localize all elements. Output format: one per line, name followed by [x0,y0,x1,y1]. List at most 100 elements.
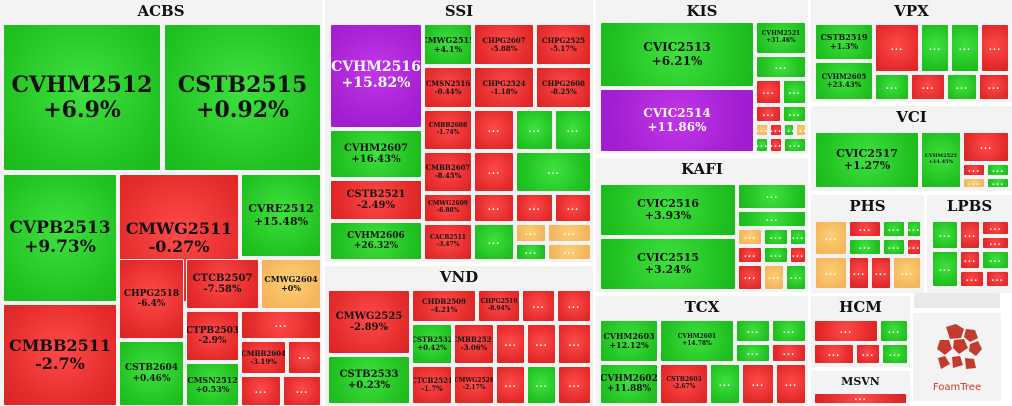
tile-more[interactable]: ... [516,194,553,222]
tile-more[interactable]: ... [815,257,847,289]
tile-cmwg2609[interactable]: CMWG2609 -6.88% [424,194,472,222]
tile-cstb2521[interactable]: CSTB2521 -2.49% [330,180,422,220]
tile-more[interactable]: ... [883,239,905,255]
tile-chpg2518[interactable]: CHPG2518 -6.4% [119,259,184,339]
tile-more[interactable]: ... [764,265,784,290]
tile-more[interactable]: ... [756,138,768,152]
tile-cmbb2604[interactable]: CMBB2604 -3.19% [241,341,286,374]
tile-cstb2604[interactable]: CSTB2604 +0.46% [119,341,184,406]
tile-cmsn2516[interactable]: CMSN2516 -0.44% [424,67,472,108]
tile-more[interactable]: ... [756,124,768,136]
tile-more[interactable]: ... [979,74,1009,100]
tile-more[interactable]: ... [932,221,958,249]
tile-cvhm2602[interactable]: CVHM2602 +11.88% [600,364,658,404]
tile-more[interactable]: ... [921,24,949,72]
tile-ctcb2507[interactable]: CTCB2507 -7.58% [186,259,259,309]
tile-cvhm2525[interactable]: CVHM2525 +14.45% [921,132,961,188]
tile-more[interactable]: ... [516,244,546,260]
tile-cvic2513[interactable]: CVIC2513 +6.21% [600,22,754,87]
tile-more[interactable]: ... [288,341,321,374]
tile-more[interactable]: ... [849,239,881,255]
tile-more[interactable]: ... [883,221,905,237]
tile-more[interactable]: ... [496,324,525,364]
tile-cmbb2521[interactable]: CMBB2521-3.06% [454,324,494,364]
tile-cvic2517[interactable]: CVIC2517 +1.27% [815,132,919,188]
tile-cacb2511[interactable]: CACB2511 -3.47% [424,224,472,260]
tile-more[interactable]: ... [907,221,921,237]
tile-cvpb2513[interactable]: CVPB2513 +9.73% [3,174,117,302]
group-kis[interactable]: KIS CVIC2513 +6.21% CVHM2521 +31.46%........… [596,0,808,154]
tile-cmbb2607[interactable]: CMBB2607 -8.45% [424,152,472,192]
group-acbs[interactable]: ACBS CVHM2512 +6.9% CSTB2515 +0.92% CVPB2513 +… [0,0,322,406]
tile-chpg2524[interactable]: CHPG2524 -1.18% [474,67,534,108]
tile-more[interactable]: ... [557,290,591,322]
tile-more[interactable]: ... [963,132,1009,162]
tile-more[interactable]: ... [756,80,781,104]
tile-more[interactable]: ... [738,211,806,227]
tile-cstb2532[interactable]: CSTB2532 +0.42% [412,324,452,364]
tile-cvhm2607[interactable]: CVHM2607 +16.43% [330,130,422,178]
tile-more[interactable]: ... [911,74,945,100]
tile-more[interactable]: ... [527,366,556,404]
tile-more[interactable]: ... [764,247,788,263]
tile-more[interactable]: ... [893,257,921,289]
tile-more[interactable]: ... [982,251,1009,269]
tile-more[interactable]: ... [548,224,591,242]
tile-cmwg2525[interactable]: CMWG2525 -2.89% [328,290,410,354]
tile-cvic2515[interactable]: CVIC2515 +3.24% [600,238,736,290]
group-msvn[interactable]: MSVN... [811,371,910,406]
group-kafi[interactable]: KAFI CVIC2516 +3.93%...... CVIC2515 +3.24%..… [596,158,808,292]
tile-more[interactable]: ... [784,138,806,152]
tile-more[interactable]: ... [516,224,546,242]
tile-cvre2512[interactable]: CVRE2512 +15.48% [241,174,321,257]
group-tcx[interactable]: TCX CVHM2603 +12.12% CVHM2601 +14.78%.......… [596,296,808,406]
tile-more[interactable]: ... [783,106,806,122]
tile-more[interactable]: ... [790,229,806,245]
tile-more[interactable]: ... [738,265,762,290]
tile-more[interactable]: ... [880,320,908,342]
tile-more[interactable]: ... [796,124,806,136]
group-vci[interactable]: VCI CVIC2517 +1.27% CVHM2525 +14.45%........… [811,106,1012,191]
tile-cmsn2512[interactable]: CMSN2512 +0.53% [186,363,239,406]
tile-cmwg2604[interactable]: CMWG2604 +0% [261,259,321,309]
tile-more[interactable]: ... [241,311,321,339]
group-vnd[interactable]: VND CMWG2525 -2.89% CHDB2509 -4.21% CHPG2519-… [325,266,593,406]
tile-cstb2515[interactable]: CSTB2515 +0.92% [164,24,321,171]
tile-chpg2525[interactable]: CHPG2525 -5.17% [536,24,591,65]
tile-more[interactable]: ... [932,251,958,287]
tile-cstb2533[interactable]: CSTB2533 +0.23% [328,356,410,404]
tile-more[interactable]: ... [981,24,1009,72]
tile-more[interactable]: ... [756,56,806,78]
tile-cvhm2512[interactable]: CVHM2512 +6.9% [3,24,161,171]
tile-cmwg2526[interactable]: CMWG2526 -2.17% [454,366,494,404]
tile-more[interactable]: ... [960,221,980,249]
tile-more[interactable]: ... [982,237,1009,249]
tile-more[interactable]: ... [738,229,762,245]
tile-more[interactable]: ... [516,110,553,150]
tile-more[interactable]: ... [963,178,985,188]
tile-chpg2519[interactable]: CHPG2519 -8.94% [478,290,520,322]
tile-more[interactable]: ... [736,320,770,342]
tile-ctcb2521[interactable]: CTCB2521 -1.7% [412,366,452,404]
tile-more[interactable]: ... [960,271,984,287]
tile-more[interactable]: ... [764,229,788,245]
tile-more[interactable]: ... [527,324,556,364]
tile-chpg2608[interactable]: CHPG2608 -8.25% [536,67,591,108]
foamtree-logo[interactable]: FoamTree [913,313,1001,401]
group-vpx[interactable]: VPX CSTB2519 +1.3%............ CVHM2605 +23.… [811,0,1012,102]
tile-more[interactable]: ... [814,344,854,364]
tile-more[interactable]: ... [772,344,806,362]
tile-cstb2519[interactable]: CSTB2519 +1.3% [815,24,873,60]
tile-more[interactable]: ... [849,221,881,237]
tile-more[interactable]: ... [770,124,782,136]
tile-cvic2514[interactable]: CVIC2514 +11.86% [600,89,754,152]
group-ssi[interactable]: SSI CVHM2516 +15.82% CMWG2515 +4.1% CHPG2607-… [325,0,593,262]
tile-chpg2607[interactable]: CHPG2607 -5.88% [474,24,534,65]
tile-more[interactable]: ... [856,344,880,364]
tile-cvhm2521[interactable]: CVHM2521 +31.46% [756,22,806,54]
tile-more[interactable]: ... [986,271,1009,287]
tile-more[interactable]: ... [555,110,591,150]
tile-more[interactable]: ... [786,265,806,290]
tile-more[interactable]: ... [558,366,591,404]
tile-more[interactable]: ... [496,366,525,404]
